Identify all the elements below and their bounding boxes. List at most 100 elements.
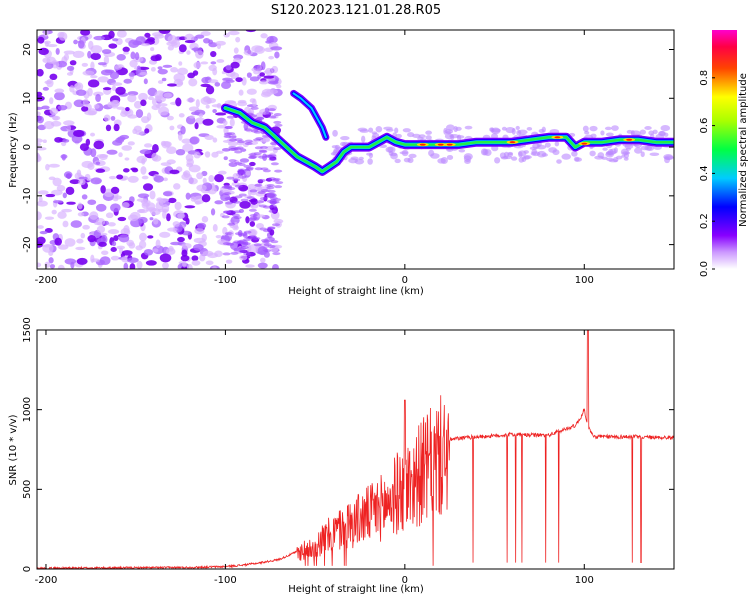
heatmap-halo	[611, 125, 619, 132]
heatmap-blob	[223, 33, 230, 38]
snr-x-tick-label: -100	[214, 575, 237, 586]
snr-y-tick-label: 1500	[22, 317, 33, 342]
heatmap-halo	[368, 127, 374, 133]
spectrogram-frame	[36, 29, 675, 270]
spectrogram-plot-area	[37, 30, 674, 269]
heatmap-striation	[244, 128, 253, 132]
branch-layer-0	[290, 89, 330, 141]
heatmap-blob	[56, 185, 66, 192]
heatmap-blob	[176, 81, 184, 86]
heatmap-blob	[48, 163, 60, 168]
heatmap-blob	[260, 257, 266, 263]
heatmap-blob	[87, 235, 96, 243]
heatmap-blob	[208, 175, 215, 183]
heatmap-striation	[265, 111, 274, 115]
heatmap-blob	[139, 232, 147, 242]
heatmap-blob	[44, 261, 51, 268]
heatmap-blob	[225, 259, 233, 264]
heatmap-blob	[81, 62, 88, 67]
heatmap-blob	[112, 139, 123, 146]
heatmap-blob	[151, 98, 157, 106]
figure-title: S120.2023.121.01.28.R05	[271, 3, 441, 18]
colorbar-tick-label: 0.6	[699, 118, 710, 134]
heatmap-halo	[541, 153, 548, 157]
heatmap-striation	[232, 210, 241, 214]
heatmap-blob	[229, 118, 235, 127]
heatmap-halo	[511, 127, 516, 135]
heatmap-striation	[259, 227, 268, 231]
heatmap-blob	[255, 214, 266, 218]
heatmap-blob	[121, 145, 133, 151]
heatmap-blob	[102, 87, 112, 91]
heatmap-striation	[234, 150, 243, 154]
heatmap-blob	[214, 200, 224, 205]
heatmap-halo	[425, 130, 432, 135]
heatmap-blob	[239, 158, 250, 163]
heatmap-blob	[106, 149, 118, 155]
heatmap-blob	[37, 236, 46, 245]
heatmap-blob	[90, 45, 103, 54]
heatmap-blob	[53, 200, 64, 204]
heatmap-blob	[147, 235, 154, 239]
heatmap-blob	[138, 208, 145, 213]
heatmap-blob	[121, 250, 133, 256]
heatmap-halo	[600, 130, 605, 136]
heatmap-blob	[95, 93, 101, 103]
heatmap-blob	[153, 175, 164, 183]
heatmap-striation	[232, 178, 241, 182]
heatmap-striation	[230, 147, 239, 151]
heatmap-blob	[110, 246, 117, 253]
heatmap-blob	[103, 55, 110, 65]
heatmap-halo	[531, 148, 538, 156]
ridge-hotspot-core	[437, 143, 444, 146]
heatmap-halo	[602, 147, 608, 151]
heatmap-blob	[128, 72, 136, 77]
heatmap-halo	[517, 150, 527, 157]
snr-panel: -200 -100 0 100 0 500 1000 1500 Height of stra…	[8, 317, 675, 595]
heatmap-blob	[110, 255, 120, 261]
heatmap-halo	[499, 152, 507, 159]
heatmap-striation	[270, 240, 279, 244]
heatmap-blob	[167, 45, 174, 51]
heatmap-striation	[234, 195, 243, 199]
heatmap-blob	[174, 201, 182, 211]
heatmap-blob	[116, 106, 125, 110]
heatmap-blob	[253, 65, 261, 69]
heatmap-striation	[268, 115, 277, 119]
heatmap-striation	[224, 231, 233, 235]
heatmap-striation	[248, 208, 257, 212]
heatmap-halo	[532, 142, 540, 149]
heatmap-blob	[170, 67, 179, 73]
heatmap-blob	[136, 65, 141, 74]
heatmap-blob	[57, 244, 69, 250]
heatmap-blob	[112, 38, 119, 42]
heatmap-halo	[538, 128, 545, 133]
heatmap-blob	[245, 30, 257, 33]
heatmap-halo	[332, 129, 338, 137]
heatmap-striation	[238, 249, 247, 253]
heatmap-blob	[90, 52, 102, 61]
heatmap-blob	[208, 42, 218, 48]
heatmap-blob	[61, 154, 66, 161]
heatmap-blob	[245, 216, 250, 224]
heatmap-blob	[93, 140, 105, 150]
heatmap-blob	[89, 211, 99, 220]
heatmap-blob	[221, 81, 232, 90]
heatmap-blob	[263, 251, 270, 258]
heatmap-blob	[38, 196, 43, 203]
heatmap-blob	[142, 202, 151, 207]
heatmap-blob	[84, 110, 97, 116]
heatmap-halo	[556, 159, 562, 164]
heatmap-blob	[223, 156, 228, 161]
heatmap-blob	[246, 72, 252, 78]
heatmap-striation	[234, 184, 243, 188]
heatmap-striation	[257, 178, 266, 182]
heatmap-blob	[167, 35, 178, 45]
heatmap-blob	[37, 190, 49, 195]
heatmap-striation	[269, 196, 278, 200]
heatmap-blob	[150, 55, 161, 62]
heatmap-halo	[394, 127, 399, 134]
heatmap-halo	[494, 157, 501, 164]
heatmap-blob	[260, 61, 266, 71]
heatmap-blob	[90, 75, 98, 79]
